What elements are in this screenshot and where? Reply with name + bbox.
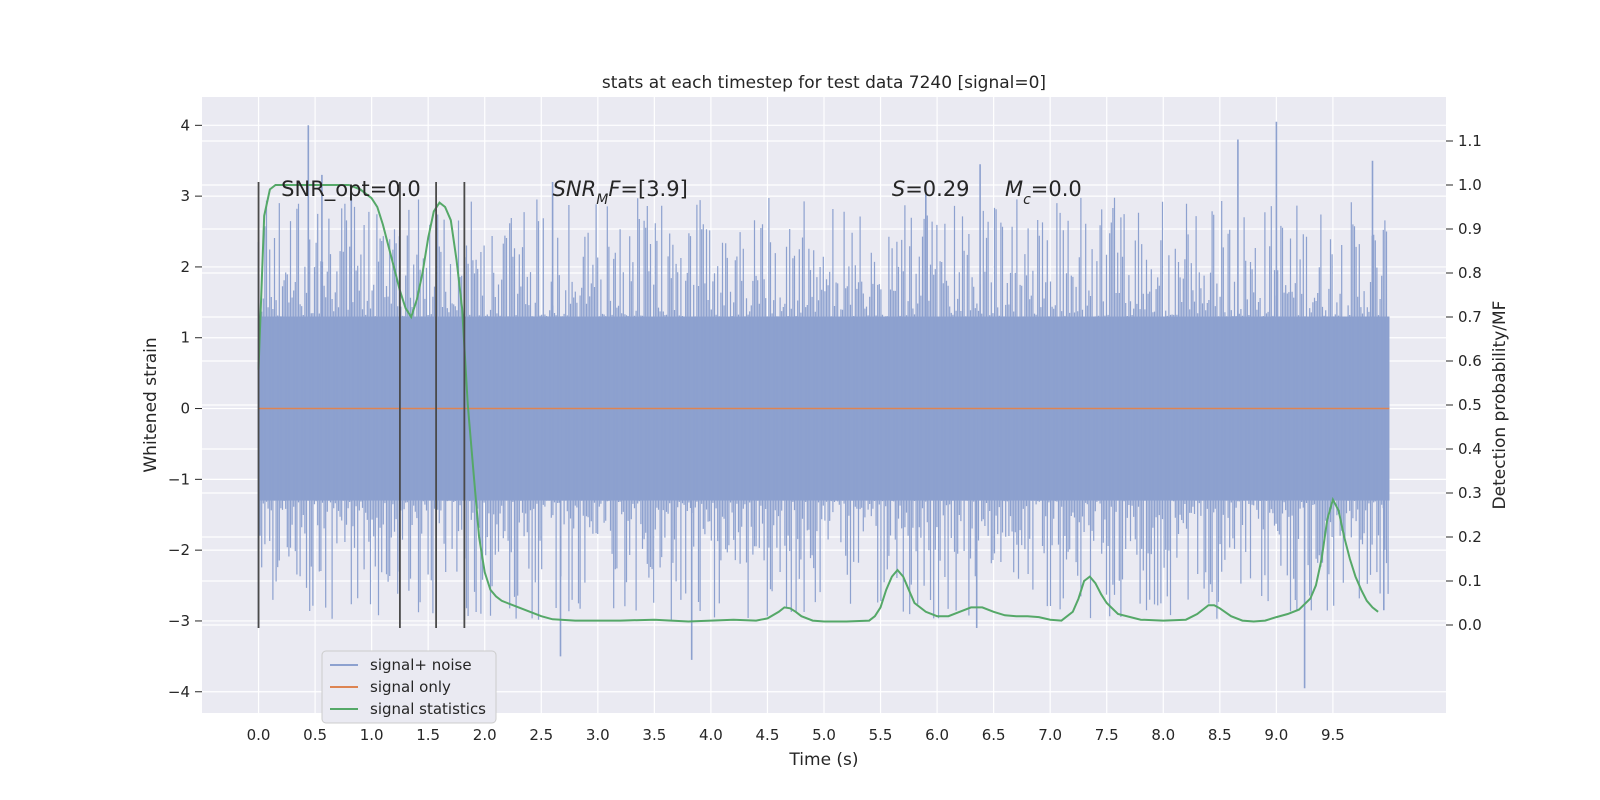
y2-tick-label: 0.5	[1458, 396, 1482, 414]
y2-tick-label: 0.0	[1458, 616, 1482, 634]
x-tick-label: 4.5	[756, 726, 780, 744]
x-tick-label: 3.5	[642, 726, 666, 744]
x-tick-label: 3.0	[586, 726, 610, 744]
y-tick-label: 4	[180, 116, 190, 134]
y-tick-label: −1	[168, 470, 190, 488]
x-tick-label: 1.5	[416, 726, 440, 744]
y2-tick-label: 1.1	[1458, 132, 1482, 150]
y2-tick-label: 0.4	[1458, 440, 1482, 458]
annotations: SNR_opt=0.0 SNRMF=[3.9] S=0.29 Mc=0.0	[257, 177, 1082, 629]
x-tick-label: 6.5	[982, 726, 1006, 744]
y-tick-label: −3	[168, 612, 190, 630]
x-tick-label: 5.0	[812, 726, 836, 744]
annotation-snr-mf: SNRMF=[3.9]	[553, 177, 688, 208]
y2-tick-label: 1.0	[1458, 176, 1482, 194]
y-tick-label: 0	[180, 400, 190, 418]
annotation-part: c	[1023, 192, 1031, 208]
x-tick-label: 0.0	[247, 726, 271, 744]
annotation-part: SNR	[553, 177, 597, 201]
y2-axis-label: Detection probability/MF	[1490, 301, 1510, 510]
annotation-s-value: S=0.29	[892, 177, 970, 201]
y2-tick-label: 0.7	[1458, 308, 1482, 326]
y-tick-label: 2	[180, 258, 190, 276]
x-tick-label: 1.0	[360, 726, 384, 744]
x-tick-label: 2.0	[473, 726, 497, 744]
legend-box	[321, 650, 497, 724]
y2-tick-label: 0.3	[1458, 484, 1482, 502]
x-tick-label: 6.0	[925, 726, 949, 744]
y-tick-label: −2	[168, 541, 190, 559]
annotation-part: S	[892, 177, 905, 201]
legend-label: signal only	[370, 678, 451, 696]
y-tick-label: 1	[180, 329, 190, 347]
x-tick-label: 2.5	[529, 726, 553, 744]
y2-tick-label: 0.6	[1458, 352, 1482, 370]
annotation-part: M	[1005, 177, 1023, 201]
annotation-part: F	[608, 177, 621, 201]
x-tick-label: 9.5	[1321, 726, 1345, 744]
annotation-part: =0.29	[905, 177, 969, 201]
chart-title: stats at each timestep for test data 724…	[602, 73, 1046, 93]
y2-tick-label: 0.1	[1458, 572, 1482, 590]
x-tick-label: 0.5	[303, 726, 327, 744]
y-tick-label: −4	[168, 683, 190, 701]
annotation-snr-opt: SNR_opt=0.0	[281, 177, 421, 202]
x-tick-label: 9.0	[1264, 726, 1288, 744]
y-tick-label: 3	[180, 187, 190, 205]
x-tick-label: 4.0	[699, 726, 723, 744]
annotation-part: =[3.9]	[620, 177, 687, 201]
y2-tick-label: 0.9	[1458, 220, 1482, 238]
x-tick-label: 5.5	[869, 726, 893, 744]
series-signal-statistics	[257, 184, 1379, 623]
legend-label: signal+ noise	[370, 656, 472, 674]
legend: signal+ noise signal only signal statistic…	[321, 650, 497, 724]
y2-tick-label: 0.2	[1458, 528, 1482, 546]
annotation-part: M	[596, 192, 608, 208]
tick-labels: 0.0 0.5 1.0 1.5 2.0 2.5 3.0 3.5 4.0 4.5 5.0 5.5 6.0 6…	[168, 116, 1482, 744]
x-tick-label: 7.0	[1038, 726, 1062, 744]
x-tick-label: 7.5	[1095, 726, 1119, 744]
y2-tick-label: 0.8	[1458, 264, 1482, 282]
annotation-part: =0.0	[1031, 177, 1082, 201]
annotation-mc-value: Mc=0.0	[1005, 177, 1082, 208]
x-tick-label: 8.0	[1151, 726, 1175, 744]
x-tick-label: 8.5	[1208, 726, 1232, 744]
x-axis-label: Time (s)	[788, 750, 858, 770]
y-axis-label: Whitened strain	[141, 337, 161, 472]
annotation-part: SNR_opt=0.0	[281, 177, 421, 202]
legend-label: signal statistics	[370, 700, 486, 718]
